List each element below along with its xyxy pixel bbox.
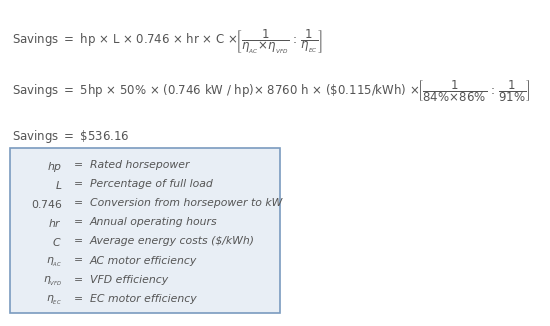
Text: =: = — [74, 179, 82, 189]
Text: $\eta_{_{EC}}$: $\eta_{_{EC}}$ — [46, 294, 62, 307]
Text: Rated horsepower: Rated horsepower — [90, 160, 190, 170]
Text: VFD efficiency: VFD efficiency — [90, 275, 168, 285]
Text: =: = — [74, 160, 82, 170]
Text: =: = — [74, 256, 82, 266]
Text: =: = — [74, 198, 82, 208]
Text: Conversion from horsepower to kW: Conversion from horsepower to kW — [90, 198, 282, 208]
Text: =: = — [74, 217, 82, 227]
Text: Percentage of full load: Percentage of full load — [90, 179, 213, 189]
Text: $0.746$: $0.746$ — [30, 198, 62, 210]
Text: $hp$: $hp$ — [47, 160, 62, 174]
Text: Savings $=$ hp $\times$ L $\times$ 0.746 $\times$ hr $\times$ C $\times \!\left[: Savings $=$ hp $\times$ L $\times$ 0.746… — [12, 28, 323, 56]
Text: AC motor efficiency: AC motor efficiency — [90, 256, 197, 266]
FancyBboxPatch shape — [10, 148, 280, 313]
Text: =: = — [74, 236, 82, 246]
Text: EC motor efficiency: EC motor efficiency — [90, 294, 197, 304]
Text: $C$: $C$ — [52, 236, 62, 248]
Text: $\eta_{_{VFD}}$: $\eta_{_{VFD}}$ — [42, 275, 62, 288]
Text: $L$: $L$ — [54, 179, 62, 191]
Text: =: = — [74, 294, 82, 304]
Text: Savings $=$ \$536.16: Savings $=$ \$536.16 — [12, 128, 130, 145]
Text: Average energy costs ($/kWh): Average energy costs ($/kWh) — [90, 236, 255, 246]
Text: $\eta_{_{AC}}$: $\eta_{_{AC}}$ — [46, 256, 62, 269]
Text: Savings $=$ 5hp $\times$ 50% $\times$ (0.746 kW / hp)$\times$ 8760 h $\times$ (\: Savings $=$ 5hp $\times$ 50% $\times$ (0… — [12, 78, 531, 104]
Text: $hr$: $hr$ — [48, 217, 62, 229]
Text: Annual operating hours: Annual operating hours — [90, 217, 218, 227]
Text: =: = — [74, 275, 82, 285]
